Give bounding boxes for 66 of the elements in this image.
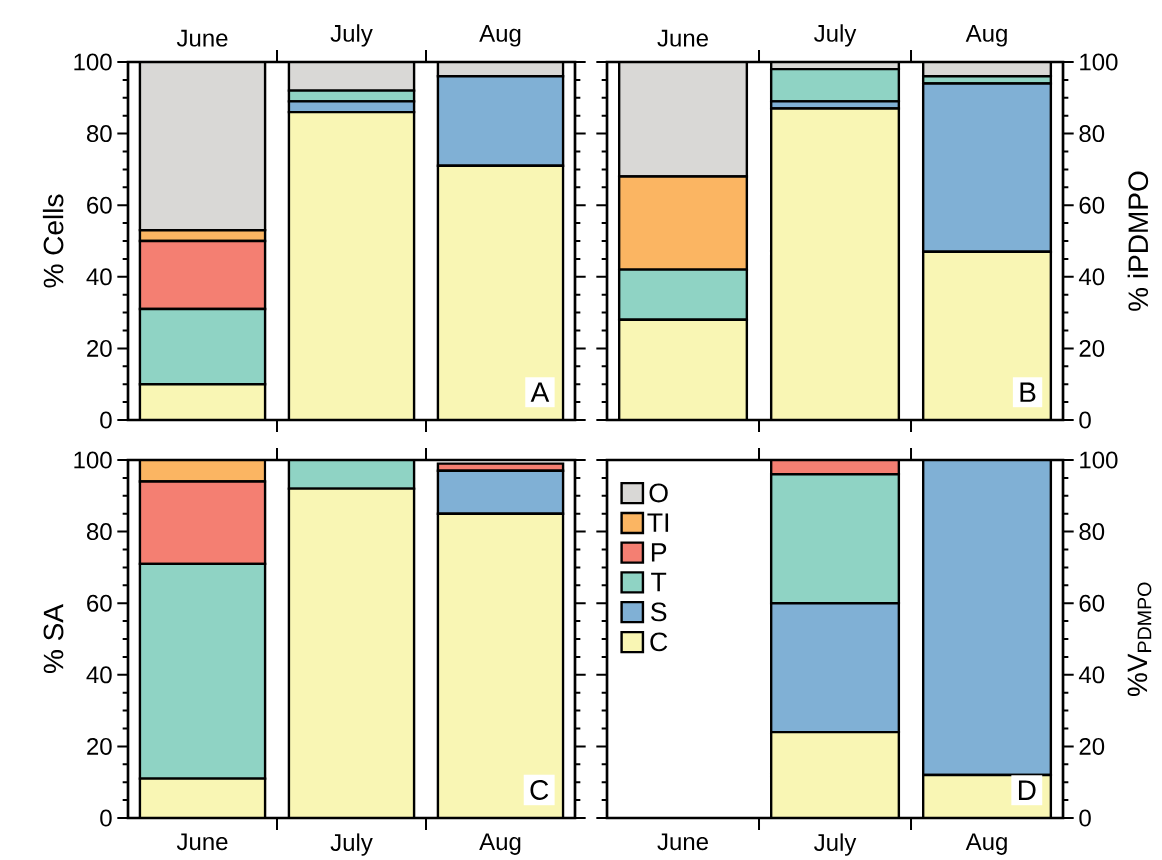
y-axis-title: % iPDMPO [1127, 171, 1149, 311]
y-axis-title: %V$_{PDMPO}$ [1127, 582, 1152, 697]
x-tick-label: July [814, 24, 857, 47]
bar [769, 107, 901, 421]
bar [287, 110, 416, 421]
x-tick-label: July [330, 24, 373, 47]
y-tick-label: 100 [1080, 53, 1118, 71]
x-tick-label: Aug [479, 25, 521, 47]
y-tick-label: 20 [87, 339, 112, 357]
y-tick-label: 60 [1079, 594, 1105, 612]
bar [138, 383, 267, 421]
y-tick-label: 80 [1079, 523, 1105, 541]
bar [619, 62, 747, 177]
y-axis-title: % Cells [42, 194, 64, 288]
legend-label: S [650, 602, 667, 622]
annotation: C [530, 780, 549, 800]
bar [139, 778, 266, 819]
x-tick-label: Aug [479, 833, 521, 855]
y-tick-label: 20 [1079, 737, 1105, 755]
bar [921, 460, 1053, 777]
bar [288, 488, 415, 819]
annotation: A [530, 382, 550, 402]
y-tick-label: 80 [86, 523, 112, 541]
bar [921, 250, 1053, 421]
annotation: D [1018, 780, 1036, 800]
y-tick-label: 60 [1079, 196, 1105, 214]
y-tick-label: 20 [87, 737, 112, 755]
x-tick-label: June [176, 29, 228, 47]
y-tick-label: 60 [87, 196, 112, 214]
y-tick-label: 80 [86, 125, 112, 143]
legend-label: C [650, 632, 668, 652]
bar [139, 62, 266, 231]
x-tick-label: Aug [965, 833, 1007, 855]
x-tick-label: June [657, 29, 708, 47]
y-tick-label: 20 [1079, 339, 1105, 357]
y-tick-label: 40 [1078, 268, 1105, 286]
y-tick-label: 80 [1079, 125, 1105, 143]
legend-label: O [649, 483, 668, 503]
y-axis-title: % SA [43, 604, 64, 674]
x-tick-label: July [814, 833, 857, 856]
x-tick-label: Aug [965, 25, 1007, 47]
y-tick-label: 0 [1079, 411, 1091, 429]
y-tick-label: 0 [1079, 809, 1091, 827]
y-tick-label: 100 [1080, 451, 1118, 469]
x-tick-label: July [330, 833, 373, 856]
bar [436, 512, 565, 819]
legend-label: T [651, 572, 667, 592]
bar [617, 318, 749, 421]
bar [769, 602, 901, 734]
y-tick-label: 100 [74, 451, 112, 469]
y-tick-label: 40 [86, 666, 112, 684]
legend-label: P [651, 543, 667, 562]
bar [138, 562, 267, 780]
y-tick-label: 100 [74, 53, 112, 71]
y-tick-label: 60 [87, 594, 112, 612]
y-tick-label: 40 [86, 268, 112, 286]
bar [769, 730, 901, 819]
annotation: B [1020, 382, 1036, 402]
x-tick-label: June [176, 833, 228, 851]
y-tick-label: 40 [1078, 666, 1105, 684]
bar [769, 67, 901, 103]
y-tick-label: 0 [100, 809, 112, 827]
y-tick-label: 0 [100, 411, 112, 429]
x-tick-label: June [657, 833, 708, 851]
legend-label: TI [647, 513, 669, 532]
bar [436, 164, 565, 421]
